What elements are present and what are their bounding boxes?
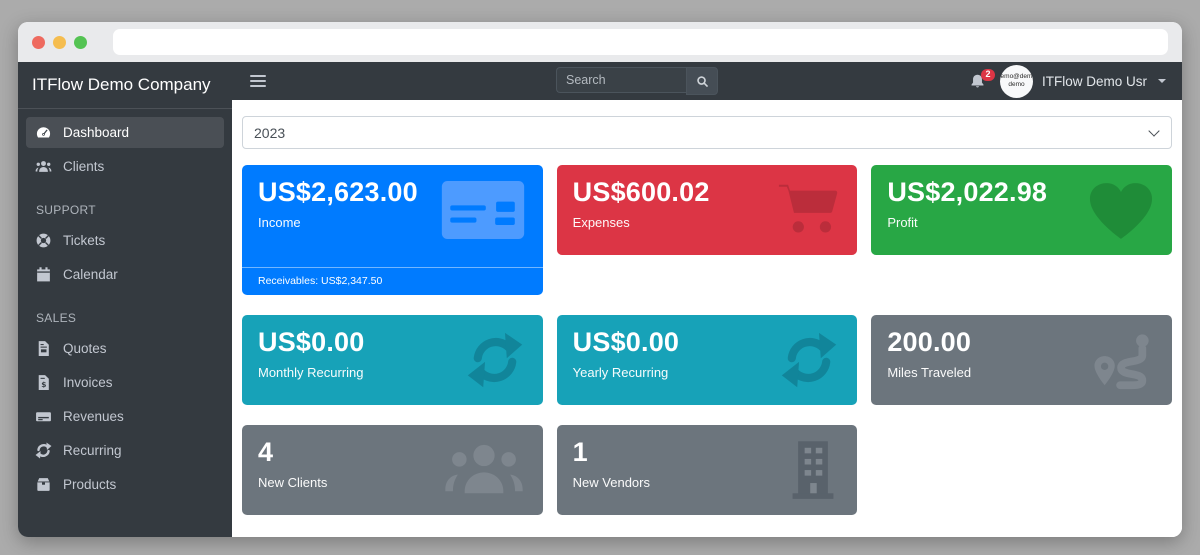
sync-icon [779,331,839,389]
sidebar-item-label: Revenues [63,409,124,424]
bell-icon [971,74,984,88]
notification-badge: 2 [980,68,995,81]
navbar-right: 2 demo@demo demo ITFlow Demo Usr [969,64,1166,98]
tachometer-icon [36,127,51,138]
sidebar-item-label: Products [63,477,117,492]
heart-icon [1088,181,1154,241]
browser-titlebar [18,22,1182,62]
browser-window: ITFlow Demo Company Dashboard [18,22,1182,537]
search-icon [696,75,708,87]
dashboard-content: 2023 US$2,623.00 Income [232,100,1182,537]
search-button[interactable] [686,67,718,95]
miles-traveled-card: 200.00 Miles Traveled [871,315,1172,405]
expenses-label: Expenses [572,215,630,230]
miles-traveled-value: 200.00 [887,327,972,357]
sync-icon [465,331,525,389]
sidebar-item-clients[interactable]: Clients [26,151,224,182]
sidebar-item-products[interactable]: Products [26,469,224,500]
profit-card: US$2,022.98 Profit [871,165,1172,255]
sidebar-item-label: Clients [63,159,105,174]
sidebar-item-label: Dashboard [63,125,130,140]
new-vendors-label: New Vendors [572,475,650,490]
route-icon [1092,331,1154,391]
users-icon [35,161,52,172]
new-clients-value: 4 [258,437,274,467]
sidebar-section-support: SUPPORT [36,203,96,217]
svg-text:$: $ [41,380,46,389]
calendar-icon [37,267,50,282]
new-clients-label: New Clients [258,475,328,490]
sidebar-item-label: Quotes [63,341,107,356]
sidebar-nav: Dashboard Clients SUPPORT [18,109,232,503]
avatar: demo@demo demo [999,64,1033,98]
income-footer: Receivables: US$2,347.50 [242,267,543,295]
box-icon [37,478,50,491]
income-card: US$2,623.00 Income [242,165,543,295]
zoom-window-button[interactable] [74,35,87,49]
new-vendors-card: 1 New Vendors [556,425,858,515]
building-icon [787,441,839,501]
search-input[interactable] [556,67,686,93]
address-bar[interactable] [113,29,1168,55]
brand-title[interactable]: ITFlow Demo Company [18,62,232,109]
sidebar-item-calendar[interactable]: Calendar [26,259,224,290]
sidebar-item-label: Invoices [63,375,113,390]
sidebar-item-recurring[interactable]: Recurring [26,435,224,466]
file-invoice-dollar-icon: $ [38,375,49,390]
sidebar-item-label: Tickets [63,233,106,248]
profit-label: Profit [887,215,918,230]
sidebar-item-quotes[interactable]: Quotes [26,333,224,364]
yearly-recurring-value: US$0.00 [572,327,680,357]
hamburger-icon [250,75,266,77]
expenses-card: US$600.02 Expenses [556,165,858,255]
yearly-recurring-label: Yearly Recurring [572,365,669,380]
sidebar-item-revenues[interactable]: Revenues [26,401,224,432]
user-menu[interactable]: demo@demo demo ITFlow Demo Usr [999,64,1166,98]
life-ring-icon [36,233,51,248]
credit-card-icon [441,181,525,239]
miles-traveled-label: Miles Traveled [887,365,972,380]
sidebar-item-invoices[interactable]: $ Invoices [26,367,224,398]
notifications-button[interactable]: 2 [969,68,995,90]
year-select-value: 2023 [254,124,286,141]
sidebar-item-tickets[interactable]: Tickets [26,225,224,256]
new-clients-card: 4 New Clients [242,425,543,515]
monthly-recurring-label: Monthly Recurring [258,365,364,380]
year-select[interactable]: 2023 [242,116,1172,149]
menu-toggle-button[interactable] [248,71,268,91]
sidebar: ITFlow Demo Company Dashboard [18,62,232,537]
sidebar-item-label: Calendar [63,267,118,282]
top-navbar: 2 demo@demo demo ITFlow Demo Usr [232,62,1182,100]
money-check-icon [36,412,51,422]
income-value: US$2,623.00 [258,177,418,207]
yearly-recurring-card: US$0.00 Yearly Recurring [556,315,858,405]
sidebar-item-label: Recurring [63,443,122,458]
shopping-cart-icon [777,181,839,237]
expenses-value: US$600.02 [572,177,710,207]
file-invoice-icon [38,341,49,356]
user-name: ITFlow Demo Usr [1041,73,1147,89]
app-frame: ITFlow Demo Company Dashboard [18,62,1182,537]
users-icon [443,441,525,499]
profit-value: US$2,022.98 [887,177,1048,207]
stat-cards-grid: US$2,623.00 Income [242,165,1172,515]
sync-icon [35,442,52,459]
close-window-button[interactable] [32,35,45,49]
minimize-window-button[interactable] [53,35,66,49]
navbar-search [556,67,718,95]
monthly-recurring-card: US$0.00 Monthly Recurring [242,315,543,405]
sidebar-section-sales: SALES [36,311,77,325]
income-label: Income [258,215,301,230]
monthly-recurring-value: US$0.00 [258,327,365,357]
new-vendors-value: 1 [572,437,588,467]
main-column: 2 demo@demo demo ITFlow Demo Usr 2023 [232,62,1182,537]
sidebar-item-dashboard[interactable]: Dashboard [26,117,224,148]
chevron-down-icon [1158,79,1166,83]
